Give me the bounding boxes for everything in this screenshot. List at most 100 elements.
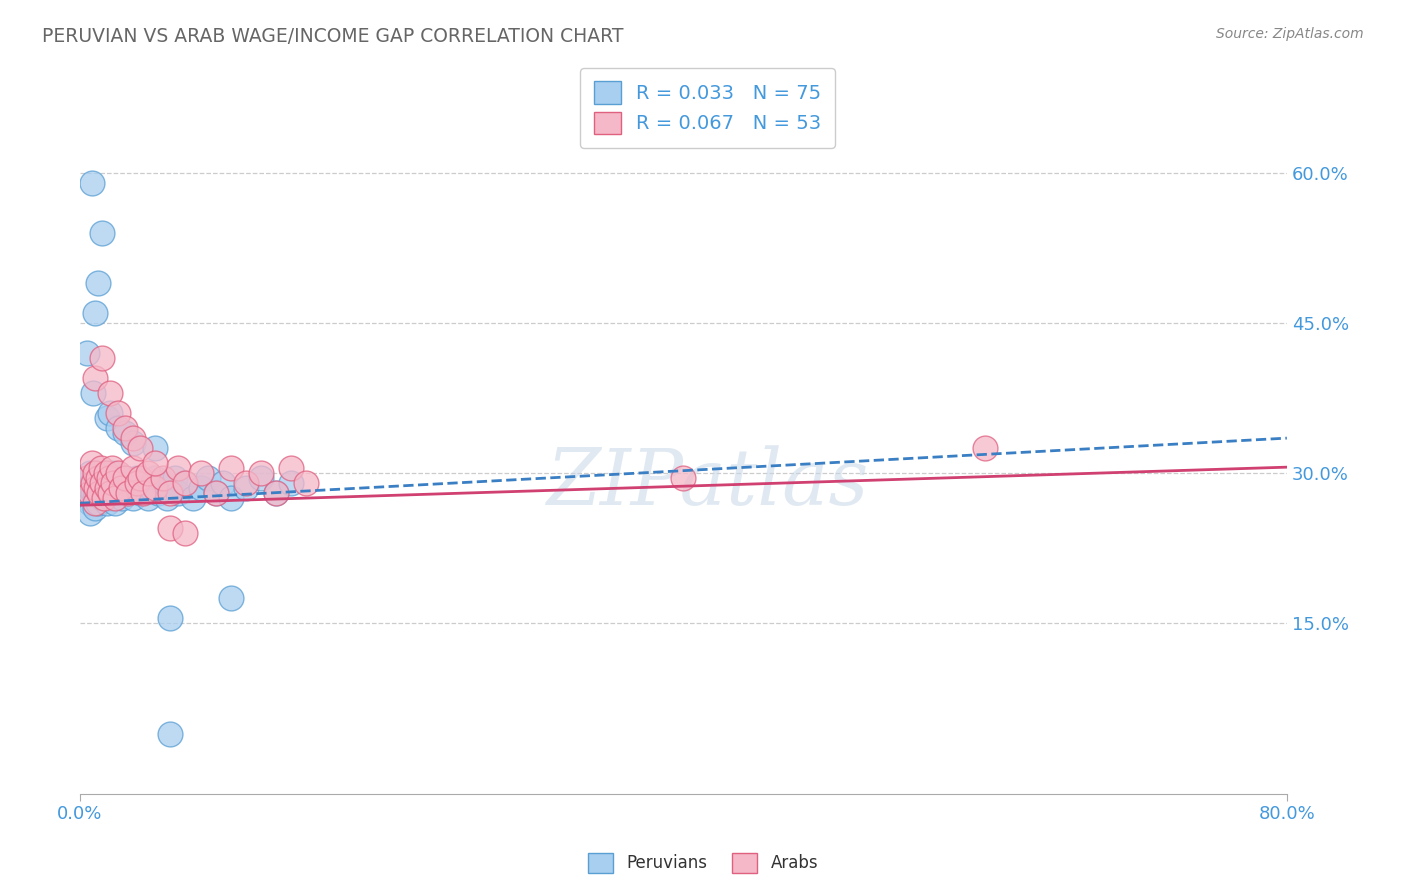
Point [143,441,166,455]
Point [132,476,155,491]
Point [114,471,136,485]
Point [212,476,235,491]
Legend: Peruvians, Arabs: Peruvians, Arabs [581,847,825,880]
Point [91,351,114,365]
Point [91,491,114,506]
Point [84,371,107,385]
Point [87,276,110,290]
Point [235,476,257,491]
Point [76,471,98,485]
Point [136,491,159,506]
Text: Source: ZipAtlas.com: Source: ZipAtlas.com [1216,27,1364,41]
Point [219,461,242,475]
Point [80,456,103,470]
Point [91,476,114,491]
Point [101,476,124,491]
Point [91,476,114,491]
Point [114,471,136,485]
Point [82,476,104,491]
Point [97,471,120,485]
Point [89,471,111,485]
Point [114,421,136,435]
Point [107,421,129,435]
Point [117,486,139,500]
Point [86,486,108,500]
Point [129,441,152,455]
Point [117,486,139,500]
Point [80,476,103,491]
Point [86,466,108,480]
Point [163,471,186,485]
Point [111,491,134,506]
Point [280,476,302,491]
Point [143,456,166,470]
Point [84,471,107,485]
Point [159,481,181,495]
Point [129,486,152,500]
Point [250,466,273,480]
Point [87,471,110,485]
Point [174,526,197,541]
Point [219,591,242,606]
Point [159,611,181,625]
Point [94,471,117,485]
Point [159,726,181,740]
Point [143,471,166,485]
Point [110,476,132,491]
Point [82,486,104,500]
Point [139,481,162,495]
Point [107,466,129,480]
Point [190,466,212,480]
Legend: R = 0.033   N = 75, R = 0.067   N = 53: R = 0.033 N = 75, R = 0.067 N = 53 [579,68,835,148]
Point [250,471,273,485]
Point [110,481,132,495]
Point [152,471,174,485]
Point [190,481,212,495]
Point [143,481,166,495]
Point [79,496,101,510]
Point [79,466,101,480]
Point [152,476,174,491]
Point [197,471,219,485]
Point [96,411,118,425]
Point [84,466,107,480]
Point [98,386,121,401]
Point [125,481,148,495]
Point [132,486,155,500]
Point [127,476,149,491]
Point [148,486,170,500]
Point [181,491,204,506]
Point [94,466,117,480]
Point [87,496,110,510]
Point [96,481,118,495]
Point [76,471,98,485]
Point [89,486,111,500]
Point [84,481,107,495]
Point [103,496,125,510]
Point [295,476,318,491]
Point [84,501,107,516]
Point [159,486,181,500]
Point [167,486,190,500]
Point [84,496,107,510]
Point [127,471,149,485]
Point [121,431,143,445]
Point [174,476,197,491]
Point [86,481,108,495]
Point [91,226,114,240]
Point [96,496,118,510]
Point [167,461,190,475]
Point [98,486,121,500]
Point [174,476,197,491]
Point [107,486,129,500]
Point [89,481,111,495]
Point [156,491,179,506]
Point [76,491,98,506]
Point [79,486,101,500]
Point [101,481,124,495]
Point [107,406,129,420]
Point [219,491,242,506]
Point [90,461,112,475]
Text: PERUVIAN VS ARAB WAGE/INCOME GAP CORRELATION CHART: PERUVIAN VS ARAB WAGE/INCOME GAP CORRELA… [42,27,624,45]
Point [121,436,143,450]
